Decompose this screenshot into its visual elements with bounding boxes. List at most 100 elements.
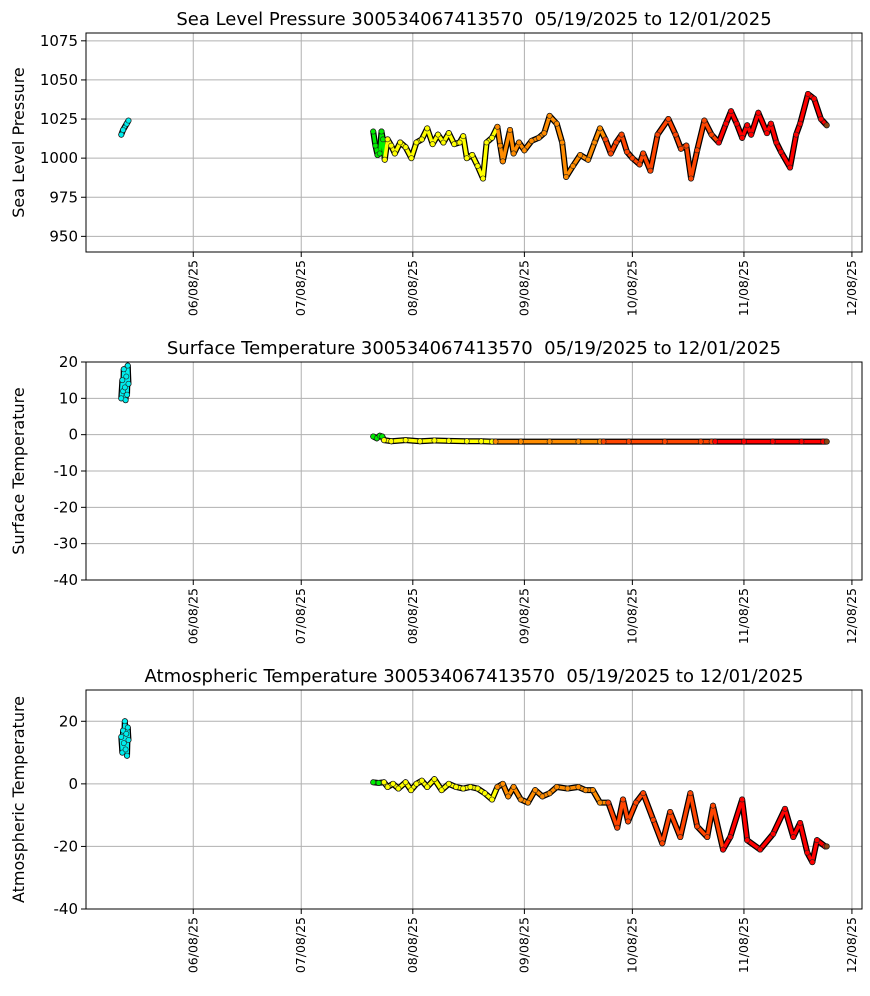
data-point bbox=[787, 165, 792, 170]
series-segment bbox=[670, 812, 680, 837]
data-point bbox=[123, 398, 128, 403]
x-tick-label: 06/08/25 bbox=[185, 917, 200, 973]
data-point bbox=[641, 151, 646, 156]
data-point bbox=[814, 838, 819, 843]
chart-title: Sea Level Pressure 300534067413570 05/19… bbox=[176, 9, 771, 30]
x-tick-label: 06/08/25 bbox=[185, 588, 200, 644]
data-point bbox=[805, 91, 810, 96]
data-point bbox=[414, 781, 419, 786]
data-point bbox=[764, 131, 769, 136]
x-tick-label: 06/08/25 bbox=[185, 260, 200, 316]
series-segment bbox=[812, 840, 817, 862]
data-point bbox=[381, 438, 386, 443]
data-point bbox=[626, 439, 631, 444]
x-tick-label: 08/08/25 bbox=[405, 917, 420, 973]
x-tick-label: 08/08/25 bbox=[405, 260, 420, 316]
data-point bbox=[668, 809, 673, 814]
data-point bbox=[576, 439, 581, 444]
data-point bbox=[805, 850, 810, 855]
data-point bbox=[547, 113, 552, 118]
data-point bbox=[565, 786, 570, 791]
data-point bbox=[554, 784, 559, 789]
series-segment bbox=[713, 806, 723, 850]
data-point bbox=[389, 143, 394, 148]
data-point bbox=[425, 784, 430, 789]
data-point bbox=[615, 825, 620, 830]
data-point bbox=[489, 135, 494, 140]
x-tick-label: 10/08/25 bbox=[624, 588, 639, 644]
data-point bbox=[381, 780, 386, 785]
y-tick-label: 1050 bbox=[40, 71, 78, 89]
data-point bbox=[698, 439, 703, 444]
data-point bbox=[464, 156, 469, 161]
data-point bbox=[716, 140, 721, 145]
x-tick-label: 09/08/25 bbox=[516, 917, 531, 973]
series-segment bbox=[730, 800, 742, 838]
x-tick-label: 10/08/25 bbox=[624, 917, 639, 973]
data-point bbox=[799, 439, 804, 444]
data-point bbox=[585, 157, 590, 162]
data-point bbox=[125, 363, 130, 368]
data-point bbox=[705, 834, 710, 839]
data-point bbox=[457, 140, 462, 145]
data-point bbox=[678, 834, 683, 839]
data-point bbox=[379, 129, 384, 134]
data-point bbox=[740, 797, 745, 802]
y-tick-label: -20 bbox=[54, 498, 79, 516]
data-point bbox=[688, 791, 693, 796]
data-point bbox=[120, 127, 125, 132]
data-point bbox=[371, 780, 376, 785]
data-point bbox=[516, 140, 521, 145]
series-segment bbox=[643, 793, 653, 820]
data-point bbox=[570, 163, 575, 168]
data-point bbox=[536, 135, 541, 140]
data-point bbox=[430, 141, 435, 146]
data-point bbox=[782, 806, 787, 811]
x-tick-label: 12/08/25 bbox=[844, 588, 859, 644]
data-point bbox=[824, 844, 829, 849]
data-point bbox=[791, 834, 796, 839]
axes-frame bbox=[86, 690, 862, 909]
data-point bbox=[564, 174, 569, 179]
y-tick-label: 1075 bbox=[40, 32, 78, 50]
y-tick-label: -40 bbox=[54, 900, 79, 918]
data-point bbox=[702, 118, 707, 123]
y-tick-label: -10 bbox=[54, 462, 79, 480]
data-point bbox=[507, 127, 512, 132]
data-point bbox=[723, 121, 728, 126]
data-point bbox=[533, 788, 538, 793]
data-point bbox=[408, 788, 413, 793]
data-point bbox=[435, 132, 440, 137]
data-point bbox=[126, 381, 131, 386]
data-point bbox=[518, 439, 523, 444]
data-point bbox=[720, 847, 725, 852]
series-segment bbox=[773, 809, 785, 834]
data-point bbox=[403, 780, 408, 785]
y-tick-label: 1025 bbox=[40, 110, 78, 128]
x-tick-label: 07/08/25 bbox=[293, 588, 308, 644]
data-point bbox=[713, 439, 718, 444]
data-point bbox=[371, 129, 376, 134]
x-tick-label: 12/08/25 bbox=[844, 917, 859, 973]
data-point bbox=[648, 168, 653, 173]
data-point bbox=[678, 146, 683, 151]
data-point bbox=[500, 159, 505, 164]
data-point bbox=[578, 152, 583, 157]
y-axis-label: Surface Temperature bbox=[9, 387, 28, 554]
data-point bbox=[390, 781, 395, 786]
data-point bbox=[484, 140, 489, 145]
chart-title: Atmospheric Temperature 300534067413570 … bbox=[145, 666, 804, 687]
y-tick-label: -20 bbox=[54, 837, 79, 855]
data-point bbox=[695, 824, 700, 829]
data-point bbox=[125, 725, 130, 730]
data-point bbox=[475, 786, 480, 791]
data-point bbox=[479, 439, 484, 444]
data-point bbox=[633, 800, 638, 805]
data-point bbox=[745, 123, 750, 128]
data-point bbox=[121, 741, 126, 746]
data-point bbox=[376, 780, 381, 785]
data-point bbox=[797, 820, 802, 825]
